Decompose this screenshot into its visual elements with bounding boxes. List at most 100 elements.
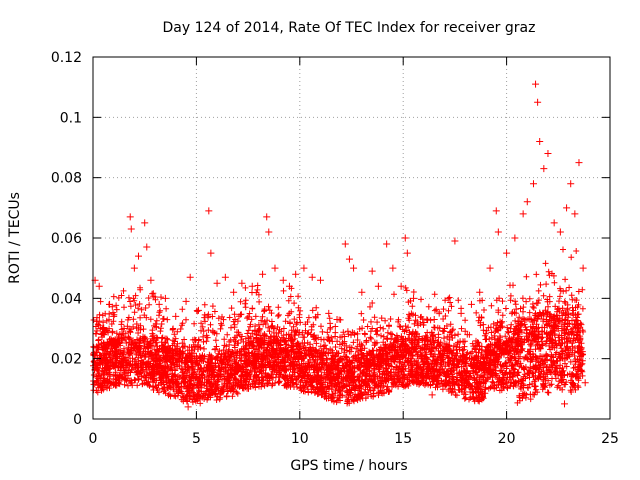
x-tick-label: 10 <box>291 431 309 447</box>
data-point <box>116 331 124 339</box>
data-point <box>120 325 128 332</box>
data-point <box>410 294 418 302</box>
data-point <box>155 300 163 308</box>
data-point <box>122 370 130 378</box>
data-point <box>161 294 169 302</box>
data-point <box>134 252 142 260</box>
x-tick-label: 15 <box>394 431 412 447</box>
data-point <box>325 309 333 317</box>
data-point <box>492 207 500 215</box>
data-point <box>300 264 308 272</box>
data-point <box>281 358 289 366</box>
data-point <box>478 343 486 351</box>
data-point <box>463 367 471 375</box>
data-point <box>567 180 575 188</box>
y-tick-label: 0.06 <box>51 231 82 247</box>
data-point <box>358 288 366 296</box>
data-point <box>503 249 511 257</box>
data-point <box>333 315 341 323</box>
data-point <box>374 282 382 290</box>
data-point <box>93 349 101 357</box>
y-tick-label: 0.08 <box>51 171 82 187</box>
data-point <box>194 306 202 314</box>
y-tick-label: 0 <box>73 412 82 428</box>
data-point <box>259 270 267 278</box>
data-point <box>236 352 244 360</box>
data-point <box>424 370 432 378</box>
data-point <box>490 352 498 360</box>
data-point <box>519 210 527 218</box>
data-point <box>544 150 552 158</box>
x-tick-labels: 0 5 10 15 20 25 <box>89 431 619 447</box>
data-point <box>296 349 304 357</box>
data-point <box>337 367 345 375</box>
data-point <box>579 264 587 272</box>
data-point <box>393 364 401 372</box>
data-point <box>127 225 135 233</box>
data-point <box>186 273 194 281</box>
y-tick-label: 0.1 <box>60 110 82 126</box>
data-point <box>157 367 165 375</box>
x-tick-label: 25 <box>601 431 619 447</box>
data-point <box>345 255 353 263</box>
data-point <box>110 312 118 320</box>
data-point <box>141 219 149 227</box>
data-point <box>101 361 109 369</box>
data-point <box>397 282 405 290</box>
data-point <box>106 300 114 308</box>
data-point <box>263 213 271 221</box>
y-tick-label: 0.02 <box>51 352 82 368</box>
data-point <box>207 249 215 257</box>
y-tick-label: 0.04 <box>51 291 82 307</box>
data-point <box>505 337 513 345</box>
data-point <box>467 300 475 308</box>
data-point <box>126 213 134 221</box>
data-point <box>265 228 273 236</box>
data-point <box>540 165 548 173</box>
data-point <box>221 273 229 281</box>
data-point <box>271 264 279 272</box>
y-tick-labels: 0 0.02 0.04 0.06 0.08 0.1 0.12 <box>51 50 82 428</box>
data-point <box>430 315 438 323</box>
data-point <box>279 276 287 284</box>
data-point <box>383 240 391 248</box>
data-point <box>112 355 120 363</box>
axis-ticks <box>92 56 611 420</box>
data-point <box>575 159 583 167</box>
data-point <box>132 343 140 351</box>
data-point <box>529 180 537 188</box>
data-point <box>368 267 376 275</box>
data-point <box>180 379 188 387</box>
data-point <box>184 403 192 411</box>
data-point <box>364 361 372 369</box>
data-point <box>182 297 190 305</box>
data-point <box>211 346 219 354</box>
data-point <box>577 361 585 369</box>
data-point <box>230 288 238 296</box>
data-point <box>341 240 349 248</box>
data-point <box>130 264 138 272</box>
data-point <box>379 355 387 363</box>
dense-data-cloud <box>90 246 587 407</box>
data-point <box>308 273 316 281</box>
data-point <box>145 358 153 366</box>
data-point <box>534 98 542 106</box>
data-point <box>205 207 213 215</box>
data-point <box>172 312 180 320</box>
data-point <box>527 331 535 339</box>
data-point <box>563 204 571 212</box>
data-point <box>285 282 293 290</box>
data-point <box>143 243 151 251</box>
data-point <box>407 349 415 357</box>
data-point <box>523 198 531 206</box>
data-point <box>352 352 360 360</box>
data-point <box>494 228 502 236</box>
data-point <box>441 325 449 332</box>
data-point <box>476 288 484 296</box>
data-point <box>250 364 258 372</box>
data-point <box>571 210 579 218</box>
data-point <box>350 264 358 272</box>
data-point <box>323 355 331 363</box>
data-point <box>389 264 397 272</box>
data-points <box>91 80 589 411</box>
